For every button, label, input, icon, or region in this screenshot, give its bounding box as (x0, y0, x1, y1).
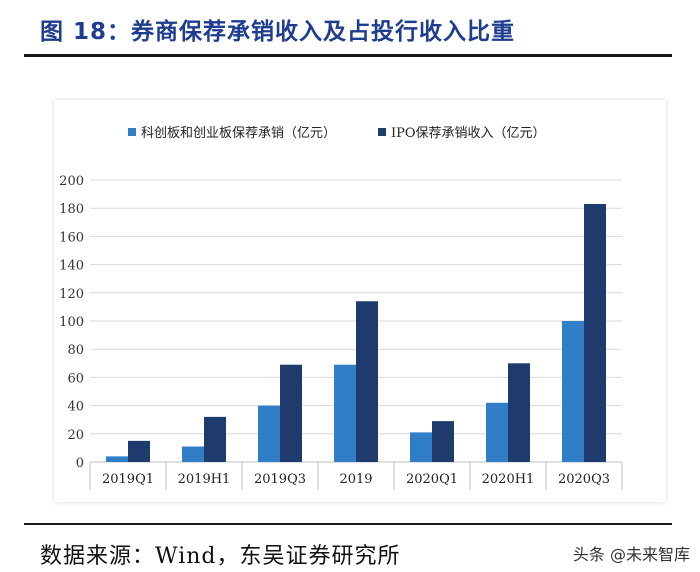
bar-ipo-2020Q3 (584, 203, 606, 462)
title-rule (24, 54, 672, 57)
figure-title: 图 18：券商保荐承销收入及占投行收入比重 (40, 19, 516, 45)
y-tick-label: 80 (67, 343, 84, 358)
bar-star-chinext-2019 (334, 364, 356, 462)
bar-star-chinext-2019Q1 (106, 456, 128, 462)
bar-ipo-2019Q1 (128, 440, 150, 462)
y-tick-label: 180 (59, 202, 84, 217)
x-tick-label: 2020Q1 (406, 472, 458, 487)
y-tick-label: 0 (76, 456, 84, 471)
y-tick-label: 160 (59, 230, 84, 245)
y-tick-label: 120 (59, 287, 84, 302)
y-tick-label: 140 (59, 259, 84, 274)
source-note: 数据来源：Wind，东吴证券研究所 (40, 544, 401, 569)
bar-star-chinext-2019H1 (182, 446, 204, 462)
y-tick-label: 20 (67, 428, 84, 443)
y-tick-label: 100 (59, 315, 84, 330)
legend-label: 科创板和创业板保荐承销（亿元） (141, 126, 336, 141)
x-tick-label: 2020Q3 (558, 472, 610, 487)
y-tick-label: 200 (59, 174, 84, 189)
x-tick-label: 2019H1 (178, 472, 231, 487)
y-tick-label: 60 (67, 371, 84, 386)
bar-star-chinext-2019Q3 (258, 405, 280, 462)
legend-swatch (378, 128, 386, 136)
x-tick-label: 2019Q3 (254, 472, 306, 487)
bar-ipo-2019Q3 (280, 364, 302, 462)
bar-ipo-2019H1 (204, 416, 226, 462)
bar-ipo-2019 (356, 301, 378, 462)
legend-label: IPO保荐承销收入（亿元） (391, 126, 546, 141)
bar-star-chinext-2020Q3 (562, 321, 584, 462)
bar-ipo-2020Q1 (432, 421, 454, 462)
bar-star-chinext-2020Q1 (410, 432, 432, 462)
source-rule (24, 523, 672, 525)
y-tick-label: 40 (67, 400, 84, 415)
x-tick-label: 2020H1 (482, 472, 535, 487)
x-tick-label: 2019Q1 (102, 472, 154, 487)
chart-frame: 0 20 40 60 80 100 120 140 160 180 200 2019Q1 2019H1 2… (54, 100, 666, 502)
bar-ipo-2020H1 (508, 363, 530, 462)
legend-swatch (128, 128, 136, 136)
bar-star-chinext-2020H1 (486, 402, 508, 462)
bar-chart: 0 20 40 60 80 100 120 140 160 180 200 2019Q1 2019H1 2… (59, 126, 623, 490)
watermark-text: 头条 @未来智库 (572, 545, 690, 564)
x-tick-label: 2019 (339, 472, 372, 487)
